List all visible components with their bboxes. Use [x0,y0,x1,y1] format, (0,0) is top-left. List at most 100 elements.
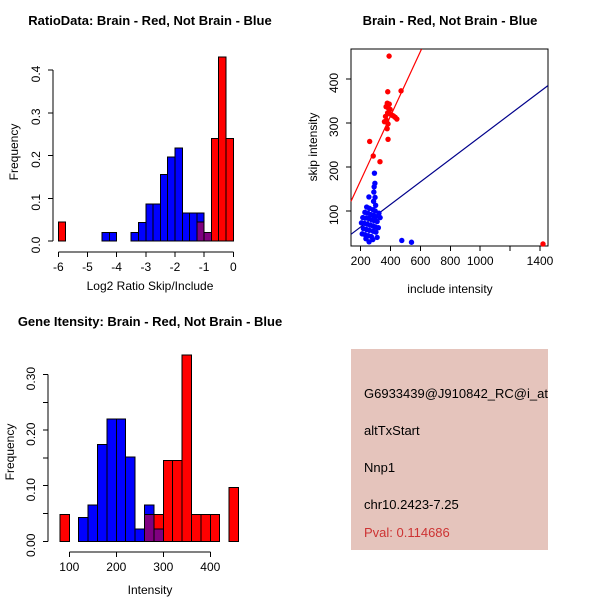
x-tick-label: 1000 [467,254,494,268]
scatter-point-notbrain [373,229,379,235]
hist-bar-red [218,56,227,242]
scatter-point-notbrain [374,234,380,241]
hist-bar-blue [106,418,117,542]
scatter-point-notbrain [399,237,405,244]
x-tick-label: -5 [82,260,93,274]
hist-bar-blue [181,212,191,242]
x-tick-label: -6 [53,260,64,274]
hist-bar-blue [167,156,176,242]
chromosome-location-text: chr10.2423-7.25 [364,497,459,512]
hist-bar-red [225,137,234,242]
scatter-xaxis-label: include intensity [407,282,493,296]
y-tick-label: 200 [327,161,341,181]
scatter-point-notbrain [372,202,379,208]
hist-bar-red [172,460,183,542]
scatter-point-notbrain [366,194,372,200]
hist-bar-blue [87,504,98,542]
hist-bar-overlap_purple [196,221,205,242]
hist-bar-red [57,221,67,242]
gene-name-text: Nnp1 [364,460,396,475]
scatter-point-brain [540,241,546,247]
scatter-point-brain [385,136,391,142]
gene-histogram-xaxis-label: Intensity [127,583,173,597]
x-tick-label: -1 [199,260,210,274]
hist-bar-blue [101,231,110,242]
scatter-yaxis-label: skip intensity [306,112,320,182]
plot-box [350,48,549,247]
hist-bar-blue [189,212,198,242]
x-tick-label: -4 [111,260,122,274]
y-tick-label: 0.0 [29,236,43,253]
ratio-histogram-chart: 0.0 0.1 0.2 0.3 0.4 -6 -5 -4 -3 -2 -1 0 [29,56,237,274]
hist-bar-overlap_purple [153,528,164,542]
gene-histogram-title: Gene Itensity: Brain - Red, Not Brain - … [17,314,283,329]
notbrain-regression-line [350,85,549,235]
scatter-point-notbrain [374,218,380,225]
hist-bar-blue [115,418,127,542]
x-tick-label: 300 [153,560,173,574]
x-tick-label: 200 [106,560,126,574]
x-tick-label: 600 [410,254,430,268]
gene-intensity-histogram-chart: 0.00 0.10 0.20 0.30 100 200 300 400 [24,354,240,574]
y-tick-label: 0.4 [29,65,43,82]
y-tick-label: 0.3 [29,108,43,125]
scatter-point-brain [394,116,400,122]
gene-histogram-yaxis-label: Frequency [3,423,17,481]
hist-bar-overlap_purple [203,231,212,242]
ratio-histogram-xaxis-label: Log2 Ratio Skip/Include [86,279,214,293]
x-tick-label: 400 [381,254,401,268]
scatter-point-brain [398,88,404,94]
hist-bar-overlap_purple [144,514,155,542]
scatter-point-brain [384,126,390,132]
y-tick-label: 0.2 [29,151,43,168]
scatter-point-notbrain [375,225,382,231]
hist-bar-blue [130,231,140,242]
scatter-point-notbrain [376,210,382,216]
hist-bar-red [191,514,202,542]
hist-bar-blue [97,444,108,542]
hist-bar-blue [134,528,146,542]
hist-bar-red [228,486,240,542]
hist-bar-blue [78,516,89,542]
hist-bar-blue [108,231,118,242]
scatter-point-brain [366,138,373,145]
hist-bar-blue [125,456,136,542]
ratio-histogram-yaxis-label: Frequency [7,123,21,181]
scatter-point-brain [370,153,376,159]
scatter-point-notbrain [370,198,377,205]
scatter-point-brain [381,118,388,125]
hist-bar-red [210,137,220,242]
hist-bar-blue [159,174,169,242]
scatter-point-notbrain [377,214,383,221]
x-tick-label: 200 [351,254,371,268]
hist-bar-blue [138,222,147,242]
hist-bar-blue [152,203,161,242]
splice-event-type-text: altTxStart [364,423,420,438]
y-tick-label: 0.10 [24,478,38,502]
hist-bar-red [162,460,174,542]
y-tick-label: 0.30 [24,367,38,391]
scatter-point-notbrain [371,189,377,195]
x-tick-label: 400 [200,560,220,574]
scatter-title: Brain - Red, Not Brain - Blue [362,13,538,28]
x-tick-label: 0 [230,260,237,274]
x-tick-label: 100 [59,560,79,574]
gene-info-panel: G6933439@J910842_RC@i_at altTxStart Nnp1… [351,349,548,550]
y-tick-label: 0.00 [24,533,38,557]
hist-bar-red [59,514,70,542]
hist-bar-red [181,354,193,542]
probe-id-text: G6933439@J910842_RC@i_at [364,386,548,401]
hist-bar-blue [174,147,183,242]
hist-bar-red [209,514,221,542]
hist-bar-blue [145,203,154,242]
scatter-point-notbrain [371,170,378,176]
y-tick-label: 100 [327,205,341,225]
y-tick-label: 0.1 [29,194,43,211]
x-tick-label: 800 [440,254,460,268]
scatter-point-brain [386,53,392,59]
hist-bar-red [200,514,211,542]
x-tick-label: -3 [140,260,151,274]
scatter-point-brain [377,159,383,165]
intensity-scatter-chart: 200 400 600 800 1000 1400 100 200 300 400 [327,48,554,268]
